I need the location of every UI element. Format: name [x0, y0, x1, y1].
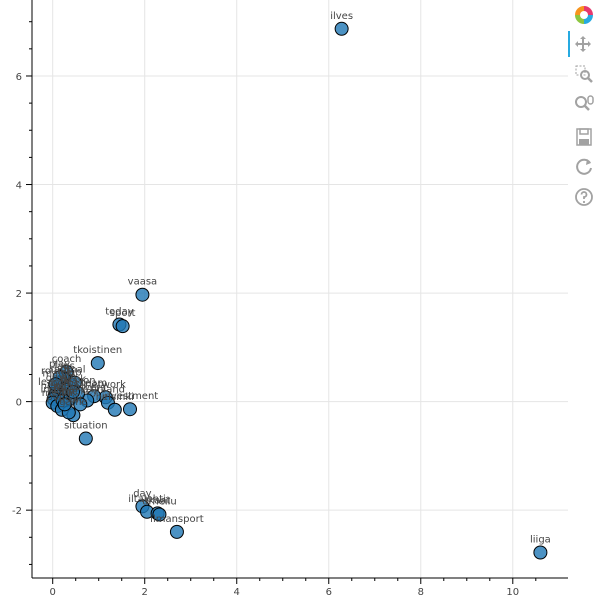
point-label: final	[64, 365, 86, 376]
y-tick-label: 0	[16, 398, 22, 409]
plot-toolbar	[568, 0, 600, 600]
box-zoom-icon	[575, 65, 593, 83]
pan-tool-button[interactable]	[568, 31, 596, 57]
point-label: rank	[50, 365, 73, 376]
x-tick-label: 0	[50, 587, 56, 598]
point-label: tkaat	[145, 495, 171, 506]
help-icon	[575, 188, 593, 206]
axes: 0 2 4 6 8 10 -2 0 2 4 6	[12, 0, 568, 598]
data-point[interactable]	[73, 397, 88, 412]
help-tool-button[interactable]	[571, 184, 597, 210]
data-point[interactable]	[78, 431, 93, 446]
y-tick-label: 6	[16, 72, 22, 83]
x-tick-label: 4	[234, 587, 240, 598]
point-label: hockey	[63, 386, 99, 397]
data-point[interactable]	[334, 21, 349, 36]
point-label: goal	[46, 373, 67, 384]
x-tick-label: 6	[326, 587, 332, 598]
point-label: investment	[102, 391, 159, 402]
data-point[interactable]	[90, 356, 105, 371]
point-label: home	[51, 378, 79, 389]
save-tool-button[interactable]	[571, 124, 597, 150]
point-label: news	[41, 381, 67, 392]
data-points	[45, 21, 548, 560]
point-label: win	[59, 372, 76, 383]
point-label: fans	[54, 361, 75, 372]
point-label: match	[42, 368, 74, 379]
point-label: day	[133, 488, 151, 499]
y-tick-label: 2	[16, 289, 22, 300]
point-label: club	[61, 367, 82, 378]
point-label: league	[38, 377, 72, 388]
plot-area[interactable]: 0 2 4 6 8 10 -2 0 2 4 6 ilves vaasa today sport tkoist…	[0, 0, 568, 600]
data-point[interactable]	[65, 384, 80, 399]
data-point[interactable]	[122, 402, 137, 417]
point-label: ilves	[330, 11, 353, 22]
bokeh-logo-tool-button[interactable]	[571, 2, 597, 28]
point-label: week	[60, 374, 86, 385]
point-label: helsinki	[96, 392, 134, 403]
point-label: urheilu	[142, 497, 177, 508]
point-label: coach	[52, 354, 82, 365]
point-label: points	[47, 392, 78, 403]
point-label: period	[54, 381, 86, 392]
point-label: liiga	[530, 534, 551, 545]
point-label: iltalehti	[128, 494, 166, 505]
point-label: tkoistinen	[73, 345, 122, 356]
point-label: season	[60, 375, 95, 386]
x-tick-label: 8	[418, 587, 424, 598]
point-label: network	[85, 379, 126, 390]
point-label: result	[55, 394, 83, 405]
data-point[interactable]	[57, 397, 72, 412]
x-tick-label: 2	[142, 587, 148, 598]
y-tick-label: -2	[12, 506, 22, 517]
reset-icon	[576, 158, 592, 175]
point-label: game	[59, 397, 87, 408]
point-label: media	[42, 388, 73, 399]
point-label: score	[51, 386, 78, 397]
point-label: vaasa	[128, 277, 158, 288]
point-label: players	[69, 383, 106, 394]
data-point[interactable]	[107, 402, 122, 417]
x-tick-label: 10	[506, 587, 519, 598]
pan-icon	[575, 36, 591, 52]
point-label: round	[41, 366, 70, 377]
point-label: play	[49, 359, 70, 370]
point-label: finland	[91, 385, 125, 396]
wheel-zoom-icon	[575, 95, 594, 111]
point-label: team	[81, 378, 107, 389]
point-label: away	[50, 383, 76, 394]
bokeh-logo-icon	[575, 6, 593, 24]
point-label: situation	[64, 421, 108, 432]
data-point[interactable]	[115, 319, 130, 334]
wheel-zoom-tool-button[interactable]	[571, 91, 597, 117]
data-point[interactable]	[48, 377, 63, 392]
plot-frame	[0, 0, 568, 600]
data-point[interactable]	[152, 507, 167, 522]
reset-tool-button[interactable]	[571, 154, 597, 180]
save-icon	[576, 128, 592, 146]
data-point[interactable]	[533, 545, 548, 560]
point-label: sport	[110, 308, 136, 319]
box-zoom-tool-button[interactable]	[571, 61, 597, 87]
point-label: today	[105, 307, 134, 318]
data-point[interactable]	[135, 287, 150, 302]
point-label: india	[41, 385, 65, 396]
y-tick-label: 4	[16, 181, 22, 192]
point-label: ilmansport	[150, 514, 204, 525]
data-point[interactable]	[169, 524, 184, 539]
